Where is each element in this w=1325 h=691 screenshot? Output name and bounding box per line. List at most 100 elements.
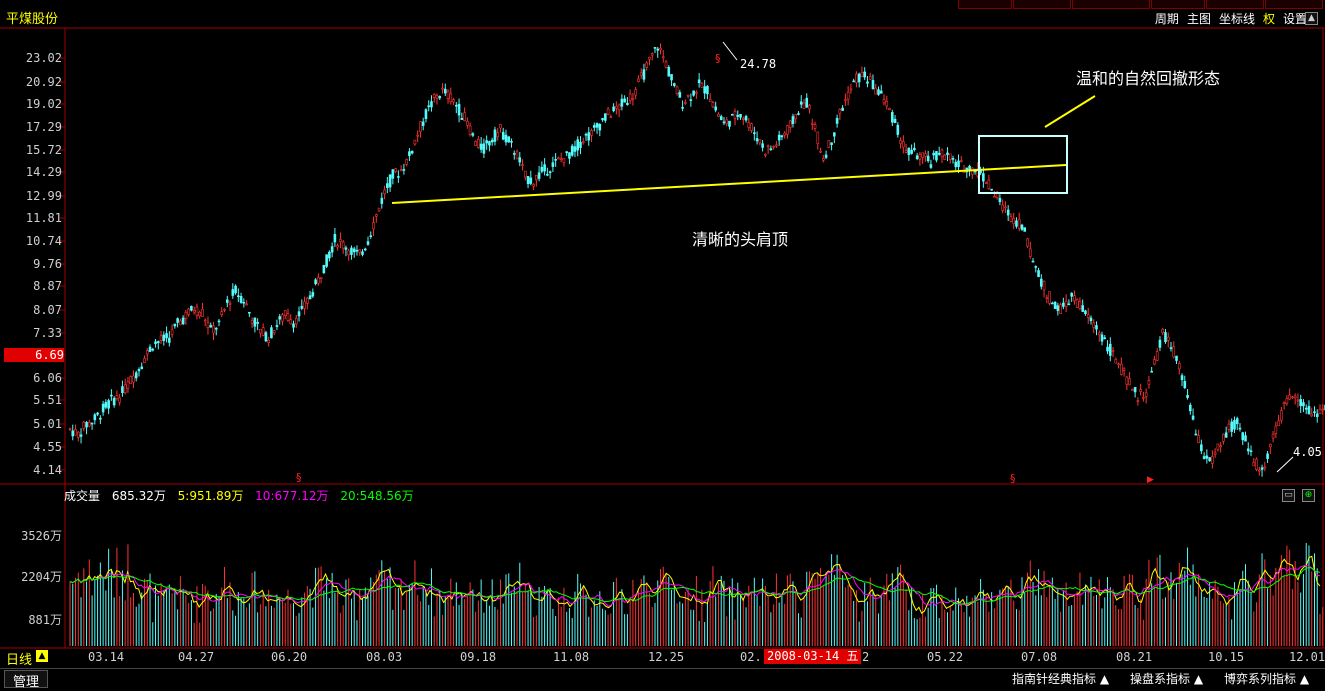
candle-body	[345, 248, 347, 250]
candle-body	[1319, 409, 1321, 413]
date-tick: 03.14	[88, 650, 124, 664]
candle-body	[773, 146, 775, 147]
candle-body	[1211, 456, 1213, 463]
candle-body	[146, 351, 148, 354]
candle-body	[952, 158, 954, 159]
candle-body	[127, 382, 129, 388]
candle-body	[433, 95, 435, 98]
candle-body	[756, 138, 758, 140]
candle-body	[328, 252, 330, 258]
candle-body	[408, 152, 410, 156]
candle-body	[1084, 311, 1086, 314]
candle-body	[174, 324, 176, 326]
tab-compass-indicators[interactable]: 指南针经典指标 ▲	[1012, 670, 1109, 687]
candle-body	[1253, 462, 1255, 466]
candle-body	[157, 341, 159, 342]
candle-body	[1082, 306, 1084, 312]
candle-body	[486, 141, 488, 143]
candle-body	[381, 198, 383, 203]
candle-body	[759, 140, 761, 143]
candle-body	[1038, 270, 1040, 276]
candle-body	[232, 290, 234, 296]
candle-body	[428, 106, 430, 107]
candle-body	[717, 114, 719, 116]
candle-body	[86, 422, 88, 427]
candle-body	[193, 310, 195, 312]
candle-body	[419, 122, 421, 132]
candle-body	[706, 86, 708, 94]
tab-trading-indicators[interactable]: 操盘系指标 ▲	[1130, 670, 1203, 687]
candle-body	[1076, 300, 1078, 308]
candle-body	[604, 114, 606, 121]
candle-body	[1247, 449, 1249, 451]
candle-body	[455, 105, 457, 106]
date-tick: 11.08	[553, 650, 589, 664]
candle-body	[221, 312, 223, 315]
candle-body	[1176, 356, 1178, 360]
candle-body	[1112, 351, 1114, 352]
period-dropdown-icon[interactable]: ▲	[36, 650, 48, 662]
candle-body	[1261, 468, 1263, 470]
candle-body	[1291, 397, 1293, 398]
candle-body	[1073, 296, 1075, 301]
zoom-icon[interactable]: ⊕	[1302, 489, 1315, 502]
candle-body	[764, 154, 766, 155]
candle-body	[1140, 390, 1142, 392]
candle-body	[75, 429, 77, 435]
event-marker-4: ▶	[1147, 475, 1154, 485]
candle-body	[742, 118, 744, 119]
candle-body	[226, 300, 228, 303]
candle-body	[508, 137, 510, 142]
candle-body	[745, 116, 747, 120]
volume-tick-1: 3526万	[0, 527, 62, 544]
cursor-date: 2008-03-14 五	[764, 649, 861, 664]
candle-body	[121, 387, 123, 393]
candle-body	[784, 133, 786, 135]
candle-body	[775, 145, 777, 146]
candle-body	[1062, 303, 1064, 307]
candle-body	[643, 70, 645, 80]
candle-body	[425, 110, 427, 119]
candle-body	[839, 109, 841, 113]
candle-body	[240, 296, 242, 302]
candle-body	[367, 242, 369, 245]
candle-body	[356, 250, 358, 251]
candle-body	[624, 99, 626, 102]
candle-body	[1032, 261, 1034, 262]
candle-body	[1206, 456, 1208, 459]
candle-body	[621, 99, 623, 106]
candle-body	[1267, 454, 1269, 459]
candle-body	[1013, 218, 1015, 223]
period-label[interactable]: 日线	[6, 649, 32, 668]
candle-body	[375, 215, 377, 217]
panel-toggle-icon[interactable]: ▭	[1282, 489, 1295, 502]
candle-body	[1123, 369, 1125, 371]
candle-body	[444, 89, 446, 93]
price-tick: 10.74	[0, 234, 62, 248]
candle-body	[657, 49, 659, 50]
candle-body	[301, 306, 303, 308]
candle-body	[1057, 306, 1059, 311]
candle-body	[105, 402, 107, 407]
candle-body	[618, 105, 620, 110]
candle-body	[715, 107, 717, 110]
candle-body	[171, 330, 173, 334]
candle-body	[891, 112, 893, 122]
candle-body	[712, 103, 714, 107]
candle-body	[814, 125, 816, 129]
candle-body	[740, 114, 742, 117]
candle-body	[339, 239, 341, 241]
candle-body	[1305, 408, 1307, 409]
candle-body	[1187, 395, 1189, 397]
candle-body	[811, 124, 813, 125]
candle-body	[475, 141, 477, 145]
candle-body	[1195, 434, 1197, 435]
candle-body	[163, 335, 165, 341]
candle-body	[640, 73, 642, 75]
candle-body	[1027, 239, 1029, 246]
tab-game-indicators[interactable]: 博弈系列指标 ▲	[1224, 670, 1309, 687]
candle-body	[1159, 340, 1161, 347]
candle-body	[1225, 433, 1227, 438]
candle-body	[304, 302, 306, 309]
manage-button[interactable]: 管理	[4, 670, 48, 688]
